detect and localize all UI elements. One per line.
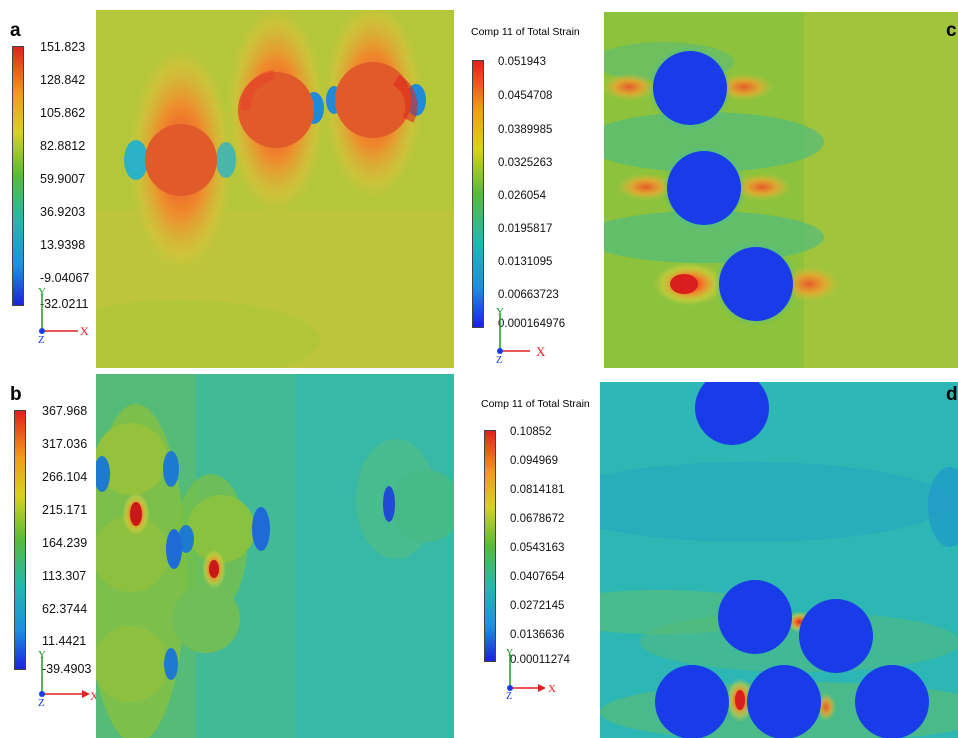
contour-plot-b bbox=[96, 374, 454, 738]
colorbar-c-tick: 0.0389985 bbox=[498, 124, 553, 136]
axis-y-label: Y bbox=[38, 649, 46, 661]
axis-x-label: X bbox=[90, 689, 99, 703]
colorbar-d-tick: 0.0407654 bbox=[510, 571, 565, 583]
panel-label-a: a bbox=[10, 20, 21, 41]
colorbar-a bbox=[12, 46, 24, 306]
colorbar-b bbox=[14, 410, 26, 670]
colorbar-d-tick: 0.0543163 bbox=[510, 542, 565, 554]
axis-y-label: Y bbox=[506, 648, 513, 659]
colorbar-a-tick: 59.9007 bbox=[40, 172, 86, 186]
colorbar-c-tick: 0.0131095 bbox=[498, 256, 553, 268]
contour-plot-c bbox=[604, 12, 958, 368]
colorbar-a-tick: 82.8812 bbox=[40, 139, 86, 153]
axis-y-label: Y bbox=[38, 286, 46, 298]
colorbar-a-tick: 13.9398 bbox=[40, 238, 86, 252]
colorbar-c bbox=[472, 60, 484, 328]
axis-triad-a: Y X Z bbox=[38, 286, 89, 345]
colorbar-d-tick: 0.00011274 bbox=[510, 654, 570, 666]
colorbar-b-tick: 266.104 bbox=[42, 470, 88, 484]
colorbar-a-tick: 128.842 bbox=[40, 73, 86, 87]
colorbar-b-tick: 11.4421 bbox=[42, 634, 87, 648]
colorbar-b-tick: 215.171 bbox=[42, 503, 88, 517]
colorbar-d-tick: 0.0136636 bbox=[510, 629, 565, 641]
legend-title-c: Comp 11 of Total Strain bbox=[471, 26, 580, 38]
panel-label-c: c bbox=[946, 20, 957, 41]
colorbar-a-tick: 36.9203 bbox=[40, 205, 86, 219]
axis-triad-d: Y X Z bbox=[506, 648, 556, 702]
axis-triad-c: Y X Z bbox=[496, 306, 546, 363]
colorbar-c-tick: 0.00663723 bbox=[498, 289, 559, 301]
colorbar-d bbox=[484, 430, 496, 662]
contour-plot-d bbox=[600, 382, 958, 738]
colorbar-d-tick: 0.0814181 bbox=[510, 484, 565, 496]
axis-z-label: Z bbox=[38, 697, 45, 708]
colorbar-d-tick: 0.10852 bbox=[510, 426, 552, 438]
axis-y-label: Y bbox=[496, 306, 504, 318]
axis-z-label: Z bbox=[506, 691, 512, 702]
colorbar-a-tick: -9.04067 bbox=[40, 271, 90, 285]
colorbar-a-tick: 151.823 bbox=[40, 40, 86, 54]
colorbar-c-tick: 0.051943 bbox=[498, 56, 546, 68]
legend-title-d: Comp 11 of Total Strain bbox=[481, 398, 590, 410]
colorbar-d-tick: 0.0678672 bbox=[510, 513, 565, 525]
colorbar-c-tick: 0.0325263 bbox=[498, 157, 553, 169]
colorbar-a-tick: 105.862 bbox=[40, 106, 86, 120]
colorbar-c-tick: 0.0195817 bbox=[498, 223, 553, 235]
axis-z-label: Z bbox=[496, 355, 502, 363]
colorbar-c-tick: 0.0454708 bbox=[498, 90, 553, 102]
colorbar-b-tick: 62.3744 bbox=[42, 602, 88, 616]
colorbar-b-tick: 113.307 bbox=[42, 569, 87, 583]
axis-x-label: X bbox=[536, 344, 546, 359]
colorbar-b-tick: 317.036 bbox=[42, 437, 88, 451]
colorbar-b-tick: 164.239 bbox=[42, 536, 88, 550]
colorbar-b-tick: -39.4903 bbox=[42, 662, 92, 676]
axis-x-label: X bbox=[80, 324, 89, 338]
colorbar-c-tick: 0.026054 bbox=[498, 190, 546, 202]
axis-z-label: Z bbox=[38, 334, 45, 345]
axis-x-label: X bbox=[548, 683, 556, 695]
panel-label-d: d bbox=[946, 384, 958, 405]
contour-plot-a bbox=[96, 10, 454, 368]
colorbar-a-tick: -32.0211 bbox=[40, 297, 89, 311]
axis-triad-b: Y X Z bbox=[38, 649, 99, 708]
colorbar-b-tick: 367.968 bbox=[42, 404, 88, 418]
colorbar-d-tick: 0.0272145 bbox=[510, 600, 565, 612]
panel-label-b: b bbox=[10, 384, 22, 405]
colorbar-d-tick: 0.094969 bbox=[510, 455, 558, 467]
colorbar-c-tick: 0.000164976 bbox=[498, 318, 566, 330]
